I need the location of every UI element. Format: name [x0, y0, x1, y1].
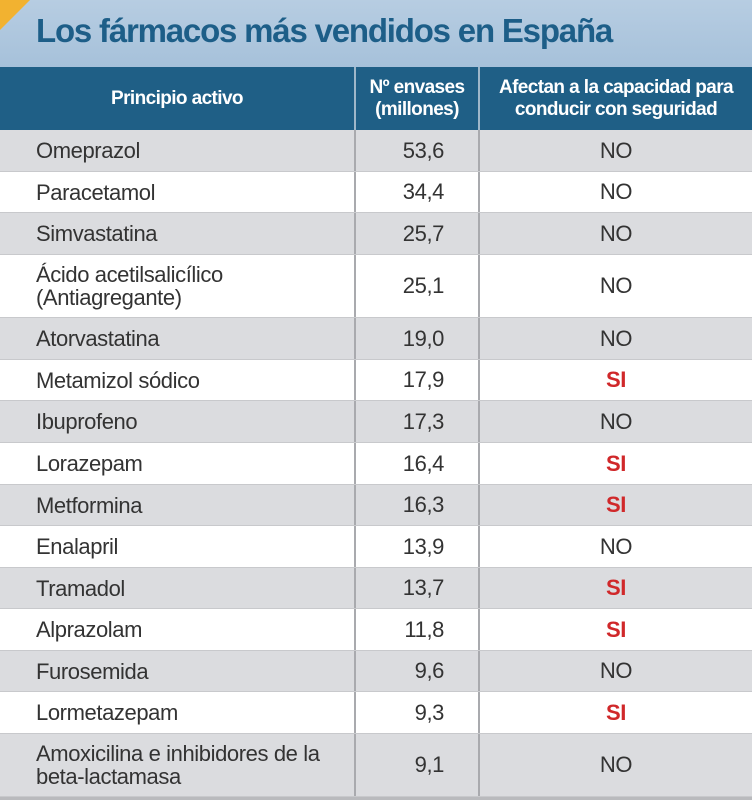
- cell-afecta-conducir: NO: [478, 526, 752, 567]
- cell-principio-activo: Paracetamol: [36, 179, 156, 205]
- cell-envases: 9,3: [354, 692, 478, 733]
- cell-principio-activo: Metformina: [36, 492, 143, 518]
- header-conducir: Afectan a la capacidad para conducir con…: [478, 67, 752, 130]
- table-row: Alprazolam 11,8 SI: [0, 609, 752, 651]
- cell-principio-activo: Omeprazol: [36, 138, 140, 163]
- cell-principio-activo: Tramadol: [36, 575, 125, 601]
- table-row: Tramadol 13,7 SI: [0, 568, 752, 609]
- header-principio-activo: Principio activo: [111, 87, 243, 109]
- table-row: Atorvastatina 19,0 NO: [0, 318, 752, 360]
- cell-principio-activo: Furosemida: [36, 658, 149, 684]
- cell-afecta-conducir: SI: [478, 568, 752, 608]
- table-row: Furosemida 9,6 NO: [0, 651, 752, 692]
- cell-afecta-conducir: SI: [478, 360, 752, 400]
- cell-envases: 25,1: [354, 255, 478, 317]
- cell-afecta-conducir: NO: [478, 318, 752, 359]
- cell-envases: 9,6: [354, 651, 478, 691]
- table-row: Lormetazepam 9,3 SI: [0, 692, 752, 734]
- table-row: Metformina 16,3 SI: [0, 485, 752, 526]
- cell-envases: 19,0: [354, 318, 478, 359]
- header-envases: Nº envases (millones): [354, 67, 478, 130]
- cell-afecta-conducir: SI: [478, 485, 752, 525]
- cell-afecta-conducir: NO: [478, 130, 752, 171]
- cell-principio-activo: Enalapril: [36, 534, 119, 559]
- cell-afecta-conducir: NO: [478, 255, 752, 317]
- table-row: Simvastatina 25,7 NO: [0, 213, 752, 255]
- table-row: Amoxicilina e inhibidores de la beta-lac…: [0, 734, 752, 797]
- table-row: Omeprazol 53,6 NO: [0, 130, 752, 172]
- cell-envases: 11,8: [354, 609, 478, 650]
- cell-principio-activo: Lormetazepam: [36, 700, 178, 725]
- cell-afecta-conducir: NO: [478, 172, 752, 212]
- cell-principio-activo: Ibuprofeno: [36, 409, 138, 434]
- cell-afecta-conducir: NO: [478, 213, 752, 254]
- cell-envases: 17,3: [354, 401, 478, 442]
- cell-envases: 53,6: [354, 130, 478, 171]
- title-bar: Los fármacos más vendidos en España: [0, 0, 752, 67]
- table-header: Principio activo Nº envases (millones) A…: [0, 67, 752, 130]
- table-body: Omeprazol 53,6 NO Paracetamol 34,4 NO Simvasta…: [0, 130, 752, 797]
- table-row: Lorazepam 16,4 SI: [0, 443, 752, 485]
- cell-principio-activo: Atorvastatina: [36, 326, 160, 351]
- page-title: Los fármacos más vendidos en España: [36, 12, 613, 49]
- cell-afecta-conducir: SI: [478, 443, 752, 484]
- cell-envases: 34,4: [354, 172, 478, 212]
- header-envases-label: Nº envases (millones): [369, 76, 466, 120]
- table-row: Ácido acetilsalicílico (Antiagregante) 25…: [0, 255, 752, 318]
- cell-principio-activo: Simvastatina: [36, 221, 158, 246]
- table-row: Paracetamol 34,4 NO: [0, 172, 752, 213]
- corner-accent: [0, 0, 30, 30]
- cell-afecta-conducir: NO: [478, 734, 752, 796]
- cell-principio-activo: Amoxicilina e inhibidores de la beta-lac…: [36, 741, 320, 789]
- cell-afecta-conducir: NO: [478, 651, 752, 691]
- cell-envases: 17,9: [354, 360, 478, 400]
- table-row: Metamizol sódico 17,9 SI: [0, 360, 752, 401]
- table-row: Enalapril 13,9 NO: [0, 526, 752, 568]
- cell-afecta-conducir: SI: [478, 609, 752, 650]
- cell-principio-activo: Ácido acetilsalicílico (Antiagregante): [36, 262, 223, 310]
- header-conducir-label: Afectan a la capacidad para conducir con…: [498, 76, 734, 120]
- table-row: Ibuprofeno 17,3 NO: [0, 401, 752, 443]
- cell-principio-activo: Alprazolam: [36, 617, 143, 642]
- cell-afecta-conducir: NO: [478, 401, 752, 442]
- table-bottom-border: [0, 797, 752, 800]
- cell-afecta-conducir: SI: [478, 692, 752, 733]
- cell-envases: 13,9: [354, 526, 478, 567]
- cell-principio-activo: Lorazepam: [36, 451, 143, 476]
- cell-envases: 16,4: [354, 443, 478, 484]
- cell-envases: 25,7: [354, 213, 478, 254]
- cell-envases: 16,3: [354, 485, 478, 525]
- cell-envases: 13,7: [354, 568, 478, 608]
- cell-principio-activo: Metamizol sódico: [36, 367, 200, 393]
- cell-envases: 9,1: [354, 734, 478, 796]
